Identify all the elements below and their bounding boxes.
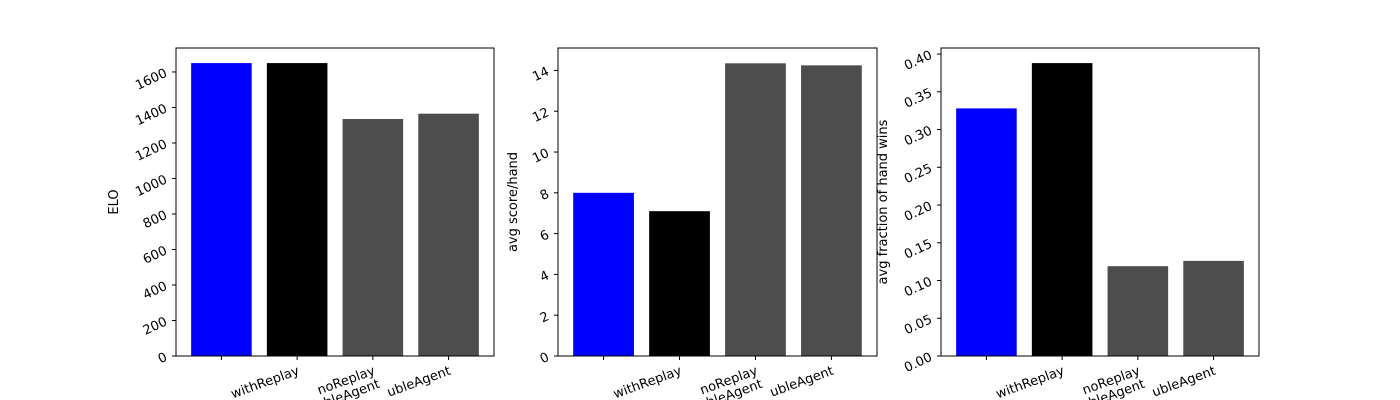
x-tick-label: ubleAgent: [1150, 364, 1218, 400]
bar: [191, 63, 252, 357]
x-tick-label: noReplayubleAgent: [1075, 364, 1148, 400]
axes-frame: [557, 47, 878, 357]
bar: [801, 65, 862, 356]
y-tick-label: 200: [141, 315, 170, 339]
y-tick-label: 0.25: [902, 161, 935, 187]
y-tick-label: 400: [141, 279, 170, 303]
y-tick-label: 0.05: [902, 312, 935, 338]
y-tick-label: 1000: [133, 173, 169, 201]
y-tick-label: 10: [530, 146, 551, 167]
bar: [418, 113, 479, 357]
bar: [1183, 260, 1244, 356]
y-tick-label: 8: [538, 187, 552, 204]
y-tick-label: 12: [530, 105, 551, 126]
x-tick-label: noReplayubleAgent: [692, 364, 765, 400]
y-axis-label: ELO: [107, 189, 122, 214]
bar: [725, 63, 786, 357]
y-tick-label: 800: [141, 208, 170, 232]
y-tick-label: 1200: [133, 137, 169, 165]
y-tick-label: 14: [530, 64, 551, 85]
bar: [266, 63, 328, 357]
x-tick-label: ubleAgent: [385, 364, 453, 400]
x-tick-label: withReplay: [612, 364, 685, 400]
y-tick-label: 0.30: [902, 124, 935, 150]
y-tick-label: 0.35: [902, 86, 935, 112]
chart-panel-2: 0 2 4 6 8 10 12 14 withReplay noReplayubleAgent ub…: [506, 47, 878, 400]
y-tick-label: 4: [538, 268, 552, 285]
y-tick-label: 0.20: [902, 199, 935, 225]
bar: [1031, 63, 1093, 356]
bar: [342, 119, 404, 356]
y-tick-label: 0.15: [902, 237, 935, 263]
y-tick-label: 2: [538, 309, 552, 326]
y-tick-label: 1600: [133, 66, 169, 94]
bar: [649, 211, 710, 356]
x-tick-label: withReplay: [994, 364, 1067, 400]
bar: [1107, 266, 1169, 356]
y-tick-label: 0.10: [902, 275, 935, 301]
axes-frame: [940, 47, 1260, 357]
y-tick-label: 0: [538, 350, 552, 367]
y-tick-label: 6: [538, 228, 552, 245]
axes-frame: [175, 47, 495, 357]
bar: [956, 108, 1017, 356]
y-tick-label: 1400: [133, 102, 169, 130]
y-axis-label: avg score/hand: [506, 152, 521, 252]
x-tick-label: ubleAgent: [768, 364, 836, 400]
y-axis-label: avg fraction of hand wins: [876, 119, 891, 284]
y-tick-label: 0: [156, 350, 170, 367]
x-tick-label: noReplayubleAgent: [310, 364, 383, 400]
y-tick-label: 0.00: [902, 350, 935, 376]
y-tick-label: 0.40: [902, 48, 935, 74]
chart-panel-1: 0 200 400 600 800 1000 1200 1400 1600 withReplay n…: [107, 47, 495, 400]
chart-panel-3: 0.00 0.05 0.10 0.15 0.20 0.25 0.30 0.35 0.40 with…: [876, 47, 1260, 400]
x-tick-label: withReplay: [229, 364, 302, 400]
y-tick-label: 600: [141, 244, 170, 268]
bar: [573, 192, 634, 356]
